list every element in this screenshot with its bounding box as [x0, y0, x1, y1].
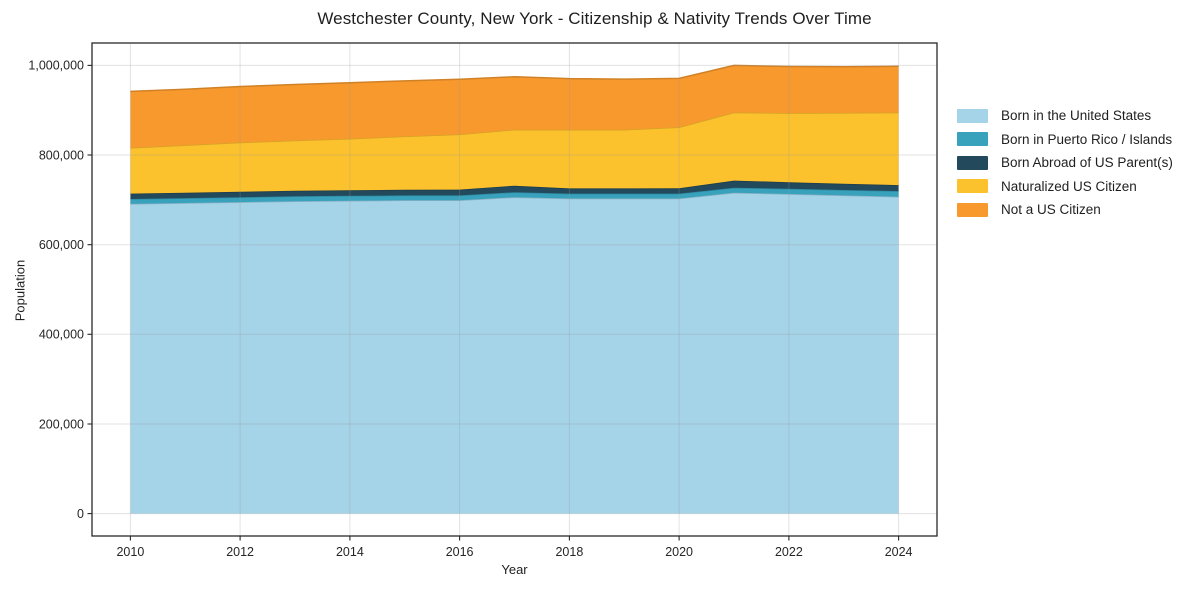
x-tick-label: 2024: [885, 545, 913, 559]
legend-swatch-icon: [957, 179, 988, 193]
chart-title: Westchester County, New York - Citizensh…: [317, 9, 872, 28]
axis-ticks: [87, 64, 900, 541]
legend-swatch-icon: [957, 155, 988, 170]
legend-label: Born in Puerto Rico / Islands: [1001, 131, 1173, 147]
area-series-4: [130, 65, 899, 148]
legend-label: Born Abroad of US Parent(s): [1001, 155, 1173, 170]
plot-border: [91, 42, 938, 537]
y-tick-label: 200,000: [39, 417, 84, 431]
gridlines: [92, 43, 937, 536]
area-series-1: [130, 187, 899, 204]
tick-labels: 0 200,000 400,000 600,000 800,000 1,000,000 20…: [28, 59, 912, 559]
legend-swatch-icon: [957, 202, 988, 217]
legend-item-0: Born in the United States: [957, 108, 1173, 123]
y-tick-label: 800,000: [39, 148, 84, 162]
legend-item-4: Not a US Citizen: [957, 202, 1173, 217]
y-axis-label: Population: [12, 259, 28, 322]
x-tick-label: 2020: [665, 545, 693, 559]
y-tick-label: 0: [77, 507, 84, 521]
legend-item-2: Born Abroad of US Parent(s): [957, 155, 1173, 170]
x-axis-label: Year: [501, 562, 528, 577]
legend-swatch-icon: [957, 108, 988, 123]
x-tick-label: 2018: [555, 545, 583, 559]
y-tick-label: 600,000: [39, 238, 84, 252]
y-tick-label: 400,000: [39, 328, 84, 342]
legend-swatch-icon: [957, 132, 988, 146]
x-tick-label: 2016: [446, 545, 474, 559]
legend-item-3: Naturalized US Citizen: [957, 179, 1173, 194]
area-series-3: [130, 112, 899, 194]
x-tick-label: 2022: [775, 545, 803, 559]
legend-label: Naturalized US Citizen: [1001, 178, 1137, 194]
area-series-2: [130, 180, 899, 199]
x-tick-label: 2014: [336, 545, 364, 559]
area-edge-4: [130, 64, 899, 93]
y-tick-label: 1,000,000: [28, 59, 84, 73]
stacked-areas: [130, 64, 899, 514]
legend-label: Not a US Citizen: [1001, 202, 1101, 217]
x-tick-label: 2012: [226, 545, 254, 559]
legend-item-1: Born in Puerto Rico / Islands: [957, 132, 1173, 147]
legend: Born in the United States Born in Puerto …: [957, 108, 1173, 226]
legend-label: Born in the United States: [1001, 108, 1152, 123]
area-series-0: [130, 192, 899, 514]
x-tick-label: 2010: [116, 545, 144, 559]
